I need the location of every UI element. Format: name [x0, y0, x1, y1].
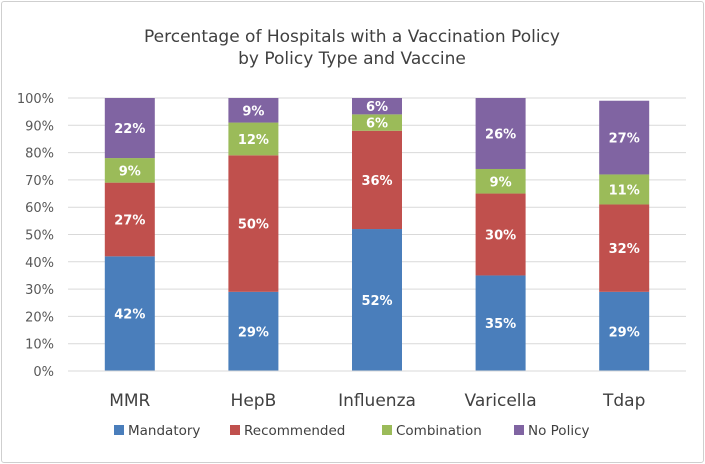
x-tick-label: Varicella	[465, 391, 537, 411]
bar-segment	[475, 275, 526, 371]
data-label: 30%	[485, 229, 516, 244]
bar-segment	[599, 100, 650, 175]
bar-segment	[475, 193, 526, 276]
y-tick-label: 20%	[25, 310, 54, 325]
bar-segment	[475, 168, 526, 194]
bar-segment	[104, 256, 155, 371]
x-tick-label: Influenza	[338, 391, 416, 411]
data-label: 36%	[361, 174, 392, 189]
y-tick-label: 60%	[25, 201, 54, 216]
y-tick-label: 80%	[25, 147, 54, 162]
y-tick-label: 10%	[25, 338, 54, 353]
legend-label: Recommended	[244, 423, 345, 439]
data-label: 29%	[238, 325, 269, 340]
y-axis: 0% 10% 20% 30% 40% 50% 60% 70% 80% 90% 100%	[17, 92, 54, 380]
legend-label: Mandatory	[128, 423, 200, 439]
legend-label: No Policy	[528, 423, 589, 439]
y-tick-label: 100%	[17, 92, 54, 107]
bar-segment	[228, 155, 279, 292]
x-tick-label: MMR	[109, 391, 150, 411]
x-axis: MMR HepB Influenza Varicella Tdap	[68, 370, 686, 411]
data-label: 27%	[114, 213, 145, 228]
data-label: 9%	[119, 164, 141, 179]
data-label: 9%	[242, 104, 264, 119]
bar-segment	[599, 174, 650, 205]
legend-swatch	[514, 425, 524, 435]
data-label: 9%	[490, 175, 512, 190]
data-label: 6%	[366, 117, 388, 132]
x-tick-label: HepB	[231, 391, 277, 411]
bar-segment	[104, 158, 155, 183]
data-label: 50%	[238, 218, 269, 233]
bar-segment	[228, 122, 279, 156]
legend: Mandatory Recommended Combination No Policy	[114, 423, 589, 439]
legend-swatch	[114, 425, 124, 435]
bar-segment	[228, 291, 279, 371]
data-label: 22%	[114, 122, 145, 137]
chart-title-line-2: by Policy Type and Vaccine	[238, 49, 466, 69]
legend-label: Combination	[396, 423, 482, 439]
bar-segment	[352, 114, 402, 131]
y-tick-label: 0%	[33, 365, 54, 380]
data-label: 26%	[485, 127, 516, 142]
legend-swatch	[382, 425, 392, 435]
data-label: 6%	[366, 100, 388, 115]
bar-segment	[599, 204, 650, 292]
legend-swatch	[230, 425, 240, 435]
bar-segment	[104, 182, 155, 257]
bar-segment	[352, 98, 402, 115]
bar-segment	[228, 98, 279, 123]
y-tick-label: 30%	[25, 283, 54, 298]
x-tick-label: Tdap	[602, 391, 645, 411]
data-label: 29%	[609, 325, 640, 340]
data-label: 35%	[485, 317, 516, 332]
bar-segment	[352, 130, 402, 230]
data-label: 12%	[238, 133, 269, 148]
y-tick-label: 90%	[25, 119, 54, 134]
data-label: 52%	[361, 294, 392, 309]
bar-segment	[104, 98, 155, 159]
data-label: 42%	[114, 308, 145, 323]
bar-segment	[599, 291, 650, 371]
bar-segment	[352, 229, 402, 371]
y-tick-label: 70%	[25, 174, 54, 189]
chart-title-line-1: Percentage of Hospitals with a Vaccinati…	[144, 27, 560, 47]
data-label: 27%	[609, 132, 640, 147]
data-label: 11%	[609, 183, 640, 198]
data-label: 32%	[609, 242, 640, 257]
y-tick-label: 40%	[25, 256, 54, 271]
bars: 42% 27% 9% 22% 29% 50% 12% 9% 52% 36% 6% 6% 35% 30% 9%…	[104, 98, 650, 371]
bar-segment	[475, 98, 526, 169]
y-tick-label: 50%	[25, 229, 54, 244]
